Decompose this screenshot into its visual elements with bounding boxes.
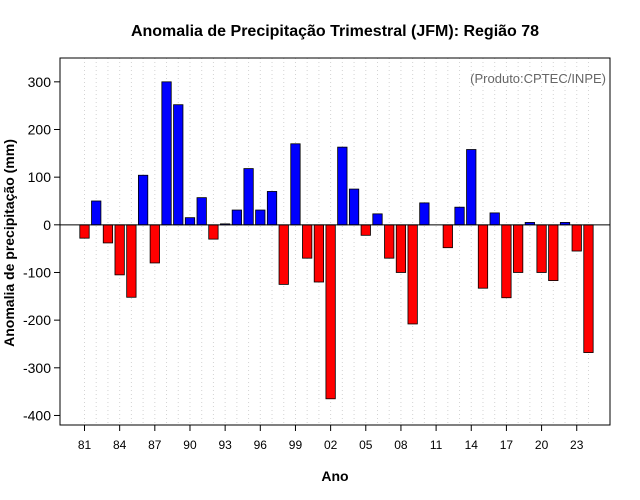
bar-1994 bbox=[231, 209, 242, 226]
x-tick-label: 02 bbox=[324, 438, 338, 452]
bar-2016 bbox=[489, 212, 500, 226]
bar-2015 bbox=[477, 224, 489, 289]
bar-2018 bbox=[513, 224, 524, 273]
x-tick-label: 87 bbox=[148, 438, 162, 452]
y-tick-label: 100 bbox=[28, 169, 52, 185]
bar-1990 bbox=[184, 217, 196, 226]
x-tick-label: 17 bbox=[500, 438, 514, 452]
x-axis-ticks: 81 84 87 90 93 96 99 02 05 08 11 14 17 20 23 bbox=[78, 425, 584, 452]
bar-1998 bbox=[278, 224, 289, 285]
y-tick-label: 200 bbox=[28, 121, 52, 137]
bar-2014 bbox=[466, 149, 477, 226]
bar-1999 bbox=[290, 143, 301, 226]
y-tick-label: 300 bbox=[28, 74, 52, 90]
y-tick-label: 0 bbox=[43, 217, 51, 233]
x-tick-label: 08 bbox=[394, 438, 408, 452]
bar-2021 bbox=[548, 224, 559, 281]
bar-1986 bbox=[137, 174, 149, 226]
x-tick-label: 23 bbox=[570, 438, 584, 452]
x-tick-label: 90 bbox=[183, 438, 197, 452]
credit-text: (Produto:CPTEC/INPE) bbox=[470, 71, 606, 86]
x-tick-label: 20 bbox=[535, 438, 549, 452]
bar-2023 bbox=[571, 224, 582, 252]
x-tick-label: 93 bbox=[218, 438, 232, 452]
x-tick-label: 84 bbox=[113, 438, 127, 452]
bar-2001 bbox=[313, 224, 325, 283]
bar-1989 bbox=[173, 104, 184, 226]
bar-1991 bbox=[196, 197, 207, 226]
bar-2020 bbox=[536, 224, 547, 273]
bar-1988 bbox=[161, 81, 172, 226]
y-axis-label: Anomalia de precipitação (mm) bbox=[1, 139, 17, 347]
bar-2010 bbox=[419, 202, 430, 226]
bar-2012 bbox=[442, 224, 453, 249]
bar-2008 bbox=[395, 224, 407, 273]
plot-frame bbox=[59, 57, 611, 426]
y-tick-label: -400 bbox=[23, 407, 51, 423]
vertical-gridlines bbox=[84, 58, 589, 425]
bar-2006 bbox=[372, 213, 383, 226]
bar-1982 bbox=[91, 200, 102, 226]
chart-title: Anomalia de Precipitação Trimestral (JFM… bbox=[131, 23, 539, 40]
bar-2005 bbox=[360, 224, 371, 236]
y-tick-label: -300 bbox=[23, 360, 51, 376]
y-axis-ticks: -400 -300 -200 -100 0 100 200 300 bbox=[23, 74, 60, 423]
bar-2003 bbox=[337, 146, 348, 226]
bar-1987 bbox=[149, 224, 160, 264]
x-tick-label: 14 bbox=[465, 438, 479, 452]
x-axis-label: Ano bbox=[321, 468, 348, 484]
y-tick-label: -100 bbox=[23, 264, 51, 280]
y-tick-label: -200 bbox=[23, 312, 51, 328]
bar-2002 bbox=[325, 224, 336, 400]
bar-1992 bbox=[208, 224, 219, 240]
bar-1984 bbox=[114, 224, 125, 276]
bar-2004 bbox=[348, 188, 360, 226]
bar-2000 bbox=[302, 224, 313, 259]
bar-2009 bbox=[407, 224, 418, 325]
x-tick-label: 81 bbox=[78, 438, 92, 452]
bar-2024 bbox=[583, 224, 594, 353]
x-tick-label: 11 bbox=[430, 438, 443, 452]
x-tick-label: 99 bbox=[289, 438, 303, 452]
bar-2013 bbox=[454, 206, 465, 226]
x-tick-label: 05 bbox=[359, 438, 373, 452]
bar-1985 bbox=[126, 224, 137, 298]
bar-1995 bbox=[243, 168, 254, 226]
bar-1983 bbox=[102, 224, 114, 244]
bar-1981 bbox=[79, 224, 90, 239]
bar-1997 bbox=[266, 191, 278, 226]
bar-2017 bbox=[501, 224, 512, 299]
bar-1996 bbox=[255, 209, 266, 226]
bar-2007 bbox=[384, 224, 395, 259]
bars bbox=[79, 81, 594, 400]
x-tick-label: 96 bbox=[254, 438, 268, 452]
